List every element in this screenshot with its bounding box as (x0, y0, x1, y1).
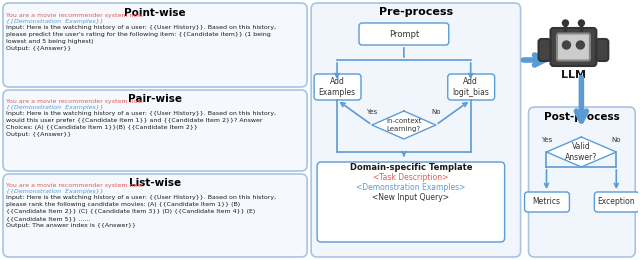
Text: <New Input Query>: <New Input Query> (372, 193, 449, 202)
Text: Input: Here is the watching history of a user: {{User History}}. Based on this h: Input: Here is the watching history of a… (6, 195, 276, 228)
Text: No: No (431, 109, 440, 115)
FancyBboxPatch shape (317, 162, 504, 242)
FancyBboxPatch shape (3, 90, 307, 171)
FancyBboxPatch shape (448, 74, 495, 100)
FancyBboxPatch shape (529, 107, 636, 257)
Text: Yes: Yes (541, 137, 552, 143)
Text: Yes: Yes (366, 109, 378, 115)
FancyBboxPatch shape (525, 192, 570, 212)
FancyBboxPatch shape (3, 3, 307, 87)
Text: {{Demonstration  Examples}}: {{Demonstration Examples}} (6, 19, 104, 24)
Text: Input: Here is the watching history of a user: {{User History}}. Based on this h: Input: Here is the watching history of a… (6, 111, 276, 137)
Text: Pre-process: Pre-process (379, 7, 453, 17)
Text: Domain-specific Template: Domain-specific Template (349, 163, 472, 172)
Text: Add
logit_bias: Add logit_bias (452, 77, 489, 97)
Circle shape (563, 41, 570, 49)
FancyBboxPatch shape (314, 74, 361, 100)
Text: Exception: Exception (598, 198, 635, 206)
Text: Add
Examples: Add Examples (319, 77, 356, 97)
Text: <Demonstration Examples>: <Demonstration Examples> (356, 183, 465, 192)
Text: Post-process: Post-process (543, 112, 620, 122)
Circle shape (579, 20, 584, 26)
FancyBboxPatch shape (596, 39, 609, 61)
Text: Point-wise: Point-wise (124, 8, 186, 18)
Polygon shape (547, 137, 616, 167)
Text: You are a movie recommender system now.: You are a movie recommender system now. (6, 13, 144, 18)
Text: You are a movie recommender system now.: You are a movie recommender system now. (6, 183, 144, 188)
Text: {{Demonstration  Examples}}: {{Demonstration Examples}} (6, 189, 104, 194)
Text: No: No (612, 137, 621, 143)
Polygon shape (372, 111, 436, 139)
FancyBboxPatch shape (3, 174, 307, 257)
FancyBboxPatch shape (538, 39, 550, 61)
Text: You are a movie recommender system now.: You are a movie recommender system now. (6, 99, 144, 104)
Text: In-context
Learning?: In-context Learning? (386, 118, 422, 132)
FancyBboxPatch shape (359, 23, 449, 45)
FancyBboxPatch shape (595, 192, 639, 212)
Circle shape (563, 20, 568, 26)
Text: <Task Description>: <Task Description> (373, 173, 449, 182)
Text: LLM: LLM (561, 70, 586, 80)
Circle shape (577, 41, 584, 49)
Text: Pair-wise: Pair-wise (127, 94, 182, 104)
FancyBboxPatch shape (550, 28, 596, 66)
Text: Input: Here is the watching history of a user: {{User History}}. Based on this h: Input: Here is the watching history of a… (6, 25, 276, 51)
Text: {{Demonstration  Examples}}: {{Demonstration Examples}} (6, 105, 104, 110)
FancyBboxPatch shape (311, 3, 520, 257)
Text: Valid
Answer?: Valid Answer? (565, 142, 598, 162)
Text: Prompt: Prompt (388, 29, 419, 38)
Text: Metrics: Metrics (532, 198, 561, 206)
FancyBboxPatch shape (557, 34, 590, 61)
Text: List-wise: List-wise (129, 178, 180, 188)
